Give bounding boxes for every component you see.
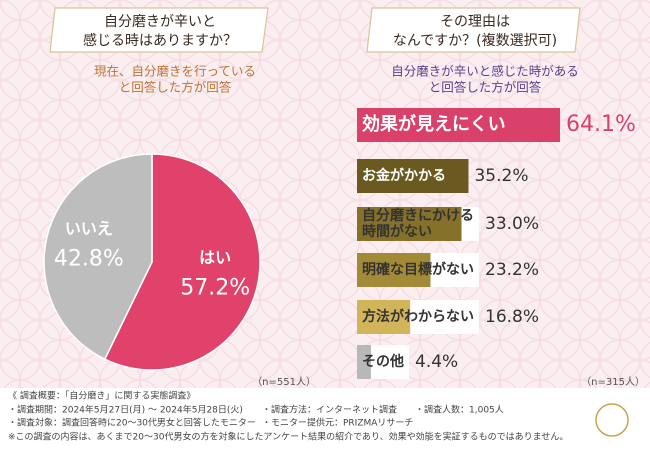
bar-label: 効果が見えにくい (362, 113, 506, 135)
logo (595, 403, 629, 437)
title-box (49, 7, 269, 53)
footer-disclaimer: ※この調査の内容は、あくまで20～30代男女の方を対象にしたアンケート結果の紹介… (8, 431, 568, 443)
footer-item: ・調査人数：1,005人 (415, 404, 504, 416)
value-label: 16.8% (485, 307, 539, 327)
value-label: 64.1% (566, 112, 636, 137)
bar-label: 方法がわからない (362, 308, 474, 325)
footer-item: ・調査対象：調査回答時に20～30代男女と回答したモニター (8, 417, 256, 429)
value-label: 33.0% (485, 214, 539, 234)
bar-label: 明確な目標がない (362, 261, 474, 278)
title-box (366, 7, 581, 53)
footer-panel (0, 388, 650, 450)
bar (357, 108, 560, 142)
chart-title: 感じる時はありますか？ (83, 32, 237, 49)
chart-subtitle: 現在、自分磨きを行っている (94, 64, 256, 79)
pie-slice (103, 153, 261, 371)
footer-item: ・調査方法：インターネット調査 (262, 404, 397, 416)
slice-value: 42.8% (54, 246, 124, 271)
bar (357, 159, 469, 193)
footer-item: ・調査期間：2024年5月27日(月) ～ 2024年5月28日(火) (8, 404, 243, 416)
bar (357, 207, 462, 241)
slice-label: はい (199, 248, 231, 267)
chart-title: なんですか？(複数選択可) (393, 32, 557, 49)
bar-label: 自分磨きにかける時間がない (362, 207, 474, 240)
slice-label: いいえ (65, 219, 113, 238)
chart-subtitle: と回答した方が回答 (119, 80, 232, 95)
bar (357, 345, 371, 379)
chart-subtitle: 自分磨きが辛いと感じた時がある (391, 64, 579, 79)
bar (357, 253, 431, 287)
sample-size: （n=551人） (252, 376, 316, 388)
chart-subtitle: と回答した方が回答 (429, 80, 542, 95)
bar-label: お金がかかる (362, 167, 446, 184)
chart-title: その理由は (440, 14, 510, 30)
footer-item: ・モニター提供元：PRIZMAリサーチ (262, 417, 413, 429)
value-label: 4.4% (415, 352, 458, 372)
pie-slice (43, 153, 153, 361)
bar-label: その他 (362, 353, 404, 370)
bar (357, 300, 411, 334)
sample-size: （n=315人） (581, 376, 645, 388)
slice-value: 57.2% (180, 276, 250, 301)
chart-title: 自分磨きが辛いと (104, 14, 216, 30)
value-label: 35.2% (474, 166, 528, 186)
footer-heading: 《 調査概要：「自分磨き」に関する実態調査》 (8, 390, 195, 402)
value-label: 23.2% (485, 260, 539, 280)
